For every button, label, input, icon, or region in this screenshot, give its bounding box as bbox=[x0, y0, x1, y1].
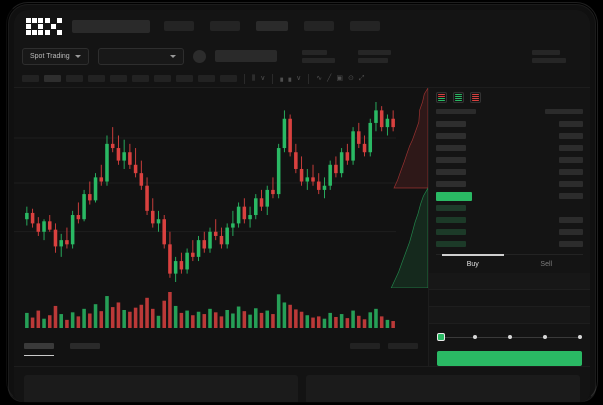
orderbook-bid-row[interactable] bbox=[436, 226, 583, 238]
timeframe-3[interactable] bbox=[88, 75, 105, 82]
orderbook-view-modes bbox=[429, 88, 590, 106]
chart-bottom-tabs bbox=[14, 336, 428, 366]
slider-handle[interactable] bbox=[437, 333, 445, 341]
order-field-0[interactable] bbox=[429, 273, 590, 290]
orderbook-header-amount bbox=[545, 109, 583, 114]
slider-step-100[interactable] bbox=[577, 334, 582, 339]
pair-selector[interactable] bbox=[97, 47, 184, 65]
orderbook-header-price bbox=[436, 109, 476, 114]
main-area: Buy Sell bbox=[14, 88, 590, 366]
last-price-value bbox=[214, 50, 277, 62]
orderbook-mode-both-icon[interactable] bbox=[436, 91, 447, 103]
chart-bottom-actions bbox=[350, 343, 418, 349]
toolbar-divider bbox=[244, 73, 245, 84]
order-amount-slider[interactable] bbox=[437, 333, 582, 343]
settings-icon[interactable]: ⊙ bbox=[347, 75, 354, 82]
order-field-2[interactable] bbox=[429, 307, 590, 324]
orderbook-column-headers bbox=[436, 109, 583, 114]
nav-item-4[interactable] bbox=[350, 21, 380, 31]
chevron-down-icon bbox=[169, 54, 176, 58]
timeframe-6[interactable] bbox=[154, 75, 171, 82]
submit-buy-button[interactable] bbox=[437, 351, 582, 366]
trading-mode-label: Spot Trading bbox=[30, 52, 70, 60]
chart-toolbar: ⫼ ∨ ▖▗ ∨ ∿ ╱ ▣ ⊙ ⤢ bbox=[14, 70, 590, 88]
top-navigation-bar bbox=[14, 10, 590, 42]
candlestick-canvas bbox=[14, 102, 396, 282]
volume-canvas bbox=[25, 292, 395, 328]
chart-type-icon[interactable]: ▖▗ bbox=[280, 75, 292, 82]
drawing-line-icon[interactable]: ∿ bbox=[316, 75, 323, 82]
trading-mode-selector[interactable]: Spot Trading bbox=[22, 47, 89, 65]
slider-step-75[interactable] bbox=[542, 334, 547, 339]
orderbook-mode-asks-icon[interactable] bbox=[470, 91, 481, 103]
bottom-tab-1[interactable] bbox=[70, 343, 100, 349]
chart-type-dropdown-icon[interactable]: ∨ bbox=[296, 75, 302, 82]
nav-item-1[interactable] bbox=[210, 21, 240, 31]
indicators-icon[interactable]: ⫼ bbox=[252, 75, 256, 82]
orderbook-bid-row[interactable] bbox=[436, 202, 583, 214]
timeframe-7[interactable] bbox=[176, 75, 193, 82]
orderbook-ask-row[interactable] bbox=[436, 118, 583, 130]
timeframe-9[interactable] bbox=[220, 75, 237, 82]
orderbook-bid-row[interactable] bbox=[436, 214, 583, 226]
orderbook-spread-row bbox=[436, 190, 583, 202]
ticker-stat-2 bbox=[532, 49, 566, 63]
fullscreen-icon[interactable]: ⤢ bbox=[358, 75, 365, 82]
pair-avatar-icon bbox=[192, 49, 206, 63]
chart-panel bbox=[14, 88, 428, 366]
orderbook-body: Buy Sell bbox=[429, 106, 590, 273]
camera-icon[interactable]: ▣ bbox=[336, 75, 343, 82]
chevron-down-icon bbox=[74, 54, 81, 58]
magnet-icon[interactable]: ╱ bbox=[327, 75, 332, 82]
orderbook-bid-row[interactable] bbox=[436, 238, 583, 250]
orderbook-ask-row[interactable] bbox=[436, 166, 583, 178]
toolbar-divider bbox=[308, 73, 310, 84]
timeframe-1[interactable] bbox=[44, 75, 61, 82]
order-field-1[interactable] bbox=[429, 290, 590, 307]
timeframe-4[interactable] bbox=[110, 75, 127, 82]
ticker-bar: Spot Trading bbox=[14, 42, 590, 70]
orderbook-panel: Buy Sell bbox=[428, 88, 590, 366]
app-screen: Spot Trading bbox=[14, 10, 590, 402]
bottom-action-0[interactable] bbox=[350, 343, 380, 349]
orderbook-ask-row[interactable] bbox=[436, 154, 583, 166]
search-input[interactable] bbox=[72, 19, 150, 33]
orderbook-ask-row[interactable] bbox=[436, 142, 583, 154]
tab-buy[interactable]: Buy bbox=[436, 254, 510, 273]
slider-step-25[interactable] bbox=[473, 334, 478, 339]
indicators-dropdown-icon[interactable]: ∨ bbox=[260, 75, 266, 82]
timeframe-5[interactable] bbox=[132, 75, 149, 82]
okx-logo-icon[interactable] bbox=[26, 17, 62, 35]
toolbar-divider bbox=[272, 73, 274, 84]
orderbook-mode-bids-icon[interactable] bbox=[453, 91, 464, 103]
depth-overlay bbox=[390, 88, 428, 288]
orderbook-ask-row[interactable] bbox=[436, 130, 583, 142]
nav-item-2[interactable] bbox=[256, 21, 288, 31]
bottom-tab-0[interactable] bbox=[24, 343, 54, 356]
volume-chart bbox=[14, 288, 428, 336]
order-form-tabs: Buy Sell bbox=[436, 254, 583, 273]
tab-sell[interactable]: Sell bbox=[540, 261, 553, 268]
nav-item-0[interactable] bbox=[164, 21, 194, 31]
nav-item-3[interactable] bbox=[304, 21, 334, 31]
ticker-stat-0 bbox=[301, 49, 335, 63]
price-chart[interactable] bbox=[14, 88, 428, 288]
bottom-content-box-0[interactable] bbox=[24, 375, 298, 402]
bottom-action-1[interactable] bbox=[388, 343, 418, 349]
timeframe-0[interactable] bbox=[22, 75, 39, 82]
timeframe-2[interactable] bbox=[66, 75, 83, 82]
bottom-content-panel bbox=[14, 366, 590, 402]
bottom-content-box-1[interactable] bbox=[306, 375, 580, 402]
slider-step-50[interactable] bbox=[508, 334, 513, 339]
ticker-stat-1 bbox=[357, 49, 391, 63]
timeframe-8[interactable] bbox=[198, 75, 215, 82]
orderbook-ask-row[interactable] bbox=[436, 178, 583, 190]
